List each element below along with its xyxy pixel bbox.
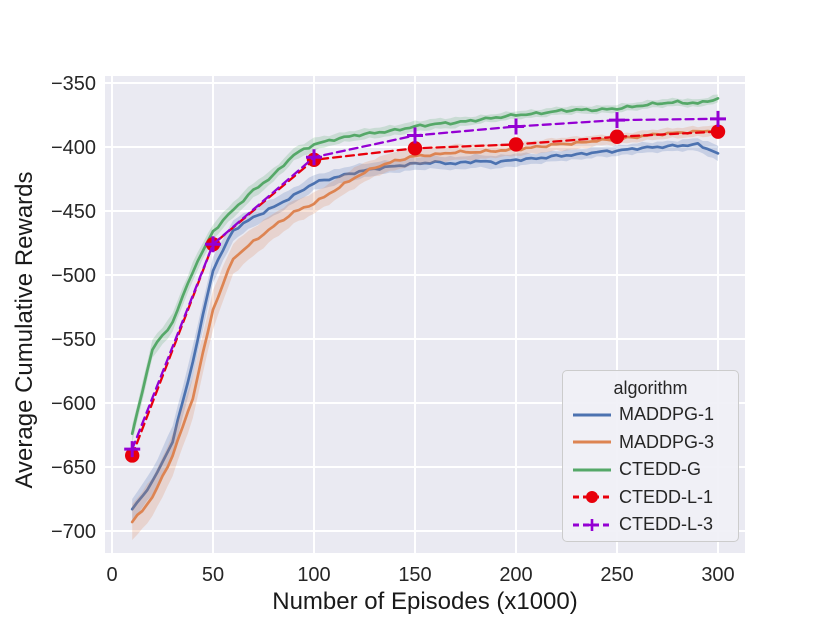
legend-entry: CTEDD-L-3 (572, 511, 729, 539)
legend-line-sample (572, 516, 612, 534)
y-tick-label: −500 (51, 265, 96, 287)
legend-entry-label: CTEDD-L-1 (619, 486, 714, 507)
marker-plus (508, 118, 524, 135)
marker-plus (205, 236, 221, 253)
legend: algorithm MADDPG-1 MADDPG-3 CTEDD-G CTED… (562, 370, 739, 542)
y-tick-label: −400 (51, 137, 96, 159)
marker-circle (407, 141, 423, 156)
marker-plus (124, 441, 141, 458)
legend-line-sample (572, 488, 612, 506)
legend-entry: CTEDD-G (572, 456, 729, 484)
y-tick-label: −650 (51, 457, 96, 479)
legend-entry-label: CTEDD-L-3 (619, 514, 714, 535)
marker-circle (508, 137, 524, 152)
legend-entry: MADDPG-3 (572, 429, 729, 457)
legend-line-sample (572, 433, 612, 451)
legend-entry-label: MADDPG-3 (619, 431, 715, 452)
legend-title: algorithm (613, 378, 688, 398)
confidence-band (132, 125, 718, 540)
series-line-MADDPG-1 (130, 141, 720, 511)
x-tick-label: 50 (202, 564, 224, 586)
y-tick-label: −550 (51, 329, 96, 351)
y-tick-label: −450 (51, 201, 96, 223)
marker-plus (407, 127, 423, 144)
y-axis-label: Average Cumulative Rewards (11, 171, 38, 489)
x-tick-label: 100 (297, 564, 330, 586)
x-tick-label: 200 (499, 564, 532, 586)
marker-circle (609, 129, 625, 144)
marker-circle (710, 124, 726, 139)
marker-plus (306, 149, 322, 166)
legend-entry-label: CTEDD-G (619, 459, 701, 480)
x-tick-label: 300 (701, 564, 734, 586)
x-tick-label: 0 (106, 564, 117, 586)
marker-plus (609, 112, 625, 129)
x-tick-label: 150 (398, 564, 431, 586)
legend-entry: MADDPG-1 (572, 401, 729, 429)
legend-line-sample (572, 406, 612, 424)
y-tick-label: −600 (51, 393, 96, 415)
legend-line-sample (572, 461, 612, 479)
x-tick-label: 250 (600, 564, 633, 586)
legend-entry: CTEDD-L-1 (572, 484, 729, 512)
y-tick-label: −700 (51, 521, 96, 543)
series-line-CTEDD-G (130, 97, 720, 436)
x-axis-label: Number of Episodes (x1000) (272, 588, 578, 615)
marker-plus (710, 110, 726, 127)
legend-entry-label: MADDPG-1 (619, 404, 715, 425)
y-tick-label: −350 (51, 73, 96, 95)
